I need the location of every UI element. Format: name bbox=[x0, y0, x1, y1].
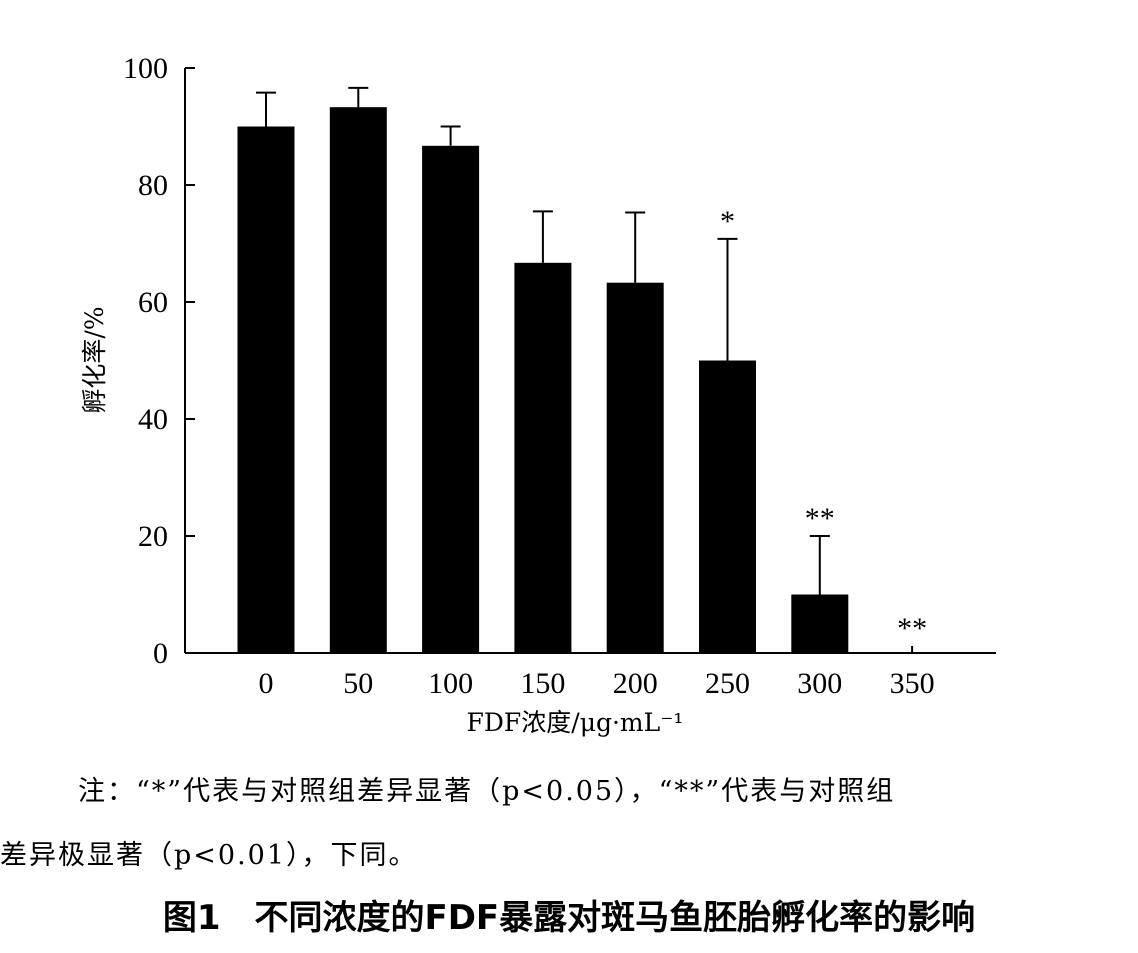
bar-250 bbox=[699, 360, 756, 653]
y-tick-label-80: 80 bbox=[138, 169, 168, 202]
x-tick-label-150: 150 bbox=[520, 667, 565, 700]
error-bars-group bbox=[256, 86, 914, 653]
bar-50 bbox=[329, 107, 387, 653]
y-tick-label-40: 40 bbox=[138, 403, 168, 436]
significance-300: ** bbox=[805, 502, 835, 535]
significance-250: * bbox=[720, 205, 735, 238]
x-axis-title: FDF浓度/μg·mL⁻¹ bbox=[467, 708, 684, 737]
y-ticks-group: 0 20 40 60 80 100 bbox=[123, 52, 195, 670]
x-tick-label-0: 0 bbox=[259, 667, 274, 700]
bar-300 bbox=[791, 594, 849, 653]
x-ticks-group: 0 50 100 150 200 250 300 350 bbox=[259, 667, 935, 700]
x-tick-label-200: 200 bbox=[613, 667, 658, 700]
significance-350: ** bbox=[897, 612, 927, 645]
footnote-line-2: 差异极显著（p<0.01），下同。 bbox=[0, 840, 418, 871]
y-axis-title: 孵化率/% bbox=[80, 306, 109, 413]
significance-marks-group: ***** bbox=[720, 205, 927, 645]
y-tick-label-100: 100 bbox=[123, 52, 168, 85]
x-tick-label-350: 350 bbox=[890, 667, 935, 700]
bars-group bbox=[237, 107, 849, 653]
bar-100 bbox=[422, 145, 480, 653]
x-tick-label-300: 300 bbox=[797, 667, 842, 700]
y-tick-label-60: 60 bbox=[138, 286, 168, 319]
y-tick-label-0: 0 bbox=[153, 637, 168, 670]
y-tick-label-20: 20 bbox=[138, 520, 168, 553]
x-tick-label-100: 100 bbox=[428, 667, 473, 700]
bar-150 bbox=[514, 262, 572, 653]
bar-0 bbox=[237, 126, 295, 653]
footnote-line-1: 注：“*”代表与对照组差异显著（p<0.05），“**”代表与对照组 bbox=[78, 776, 896, 807]
figure-caption: 图1 不同浓度的FDF暴露对斑马鱼胚胎孵化率的影响 bbox=[162, 898, 976, 938]
bar-200 bbox=[606, 282, 664, 653]
x-tick-label-250: 250 bbox=[705, 667, 750, 700]
x-tick-label-50: 50 bbox=[343, 667, 373, 700]
